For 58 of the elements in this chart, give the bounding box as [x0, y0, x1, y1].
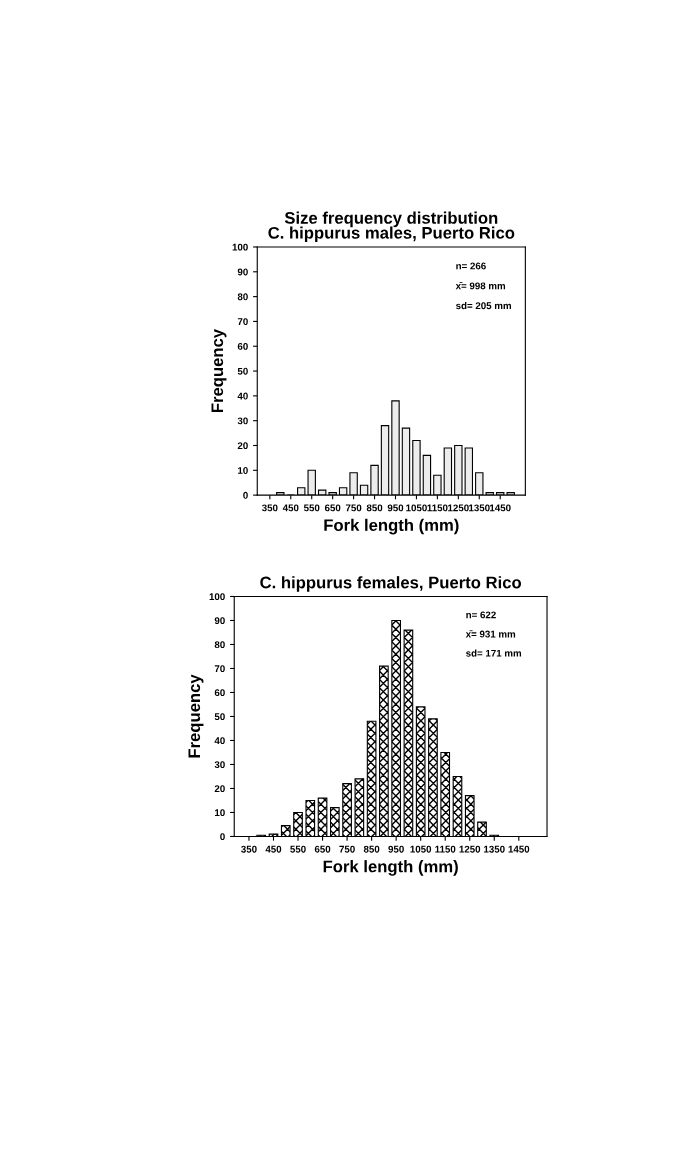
y-tick-label: 10 [215, 809, 225, 817]
x-tick-label: 1150 [427, 504, 448, 512]
x-tick-label: 1050 [406, 504, 427, 512]
x-tick-label: 950 [387, 504, 404, 512]
x-tick-label: 1450 [508, 845, 530, 853]
annotation: x̄= 998 mm [455, 282, 506, 290]
x-tick-label: 1450 [490, 504, 511, 512]
x-tick-label: 950 [388, 845, 404, 853]
x-tick-label: 450 [282, 504, 299, 512]
x-tick-label: 750 [339, 845, 355, 853]
x-tick-label: 650 [314, 845, 331, 853]
y-axis-title: Frequency [188, 674, 204, 758]
x-tick-label: 450 [265, 845, 282, 853]
x-tick-label: 1050 [410, 845, 432, 853]
y-tick-label: 100 [209, 593, 225, 601]
y-tick-label: 30 [237, 417, 248, 425]
chart-title: C. hippurus females, Puerto Rico [260, 576, 522, 592]
x-tick-label: 1250 [459, 845, 481, 853]
x-tick-label: 1350 [484, 845, 505, 853]
x-axis-title: Fork length (mm) [323, 860, 458, 876]
y-tick-label: 90 [237, 268, 248, 276]
annotation: n= 266 [456, 262, 486, 270]
x-tick-label: 350 [261, 504, 278, 512]
x-tick-label: 750 [345, 504, 362, 512]
x-tick-label: 1150 [435, 845, 456, 853]
y-tick-label: 0 [243, 491, 248, 499]
annotation: sd= 205 mm [455, 302, 511, 310]
x-tick-label: 1350 [469, 504, 490, 512]
y-tick-label: 60 [214, 689, 225, 697]
y-tick-label: 20 [237, 442, 248, 450]
annotation: n= 622 [466, 611, 496, 619]
x-tick-label: 850 [366, 504, 383, 512]
y-tick-label: 80 [214, 641, 225, 649]
y-tick-label: 30 [214, 761, 225, 769]
y-axis-title: Frequency [211, 329, 227, 413]
y-tick-label: 40 [214, 737, 225, 745]
x-tick-label: 1250 [448, 504, 469, 512]
y-tick-label: 60 [237, 342, 248, 350]
x-axis-title: Fork length (mm) [324, 518, 459, 535]
y-tick-label: 0 [220, 833, 225, 841]
y-tick-label: 10 [238, 467, 248, 474]
x-tick-label: 550 [290, 845, 306, 853]
y-tick-label: 100 [232, 243, 248, 251]
y-tick-label: 50 [237, 367, 248, 375]
y-tick-label: 90 [214, 617, 225, 625]
y-tick-label: 50 [214, 713, 225, 721]
chart-subtitle: C. hippurus males, Puerto Rico [268, 226, 515, 243]
y-tick-label: 80 [237, 293, 248, 301]
y-tick-label: 20 [214, 785, 225, 793]
y-tick-label: 70 [237, 318, 248, 326]
x-tick-label: 650 [324, 504, 341, 512]
annotation: x̄= 931 mm [465, 630, 516, 638]
annotation: sd= 171 mm [466, 649, 522, 657]
x-tick-label: 350 [241, 845, 257, 853]
y-tick-label: 70 [214, 665, 225, 673]
y-tick-label: 40 [237, 392, 248, 400]
x-tick-label: 850 [363, 845, 380, 853]
x-tick-label: 550 [303, 504, 320, 512]
